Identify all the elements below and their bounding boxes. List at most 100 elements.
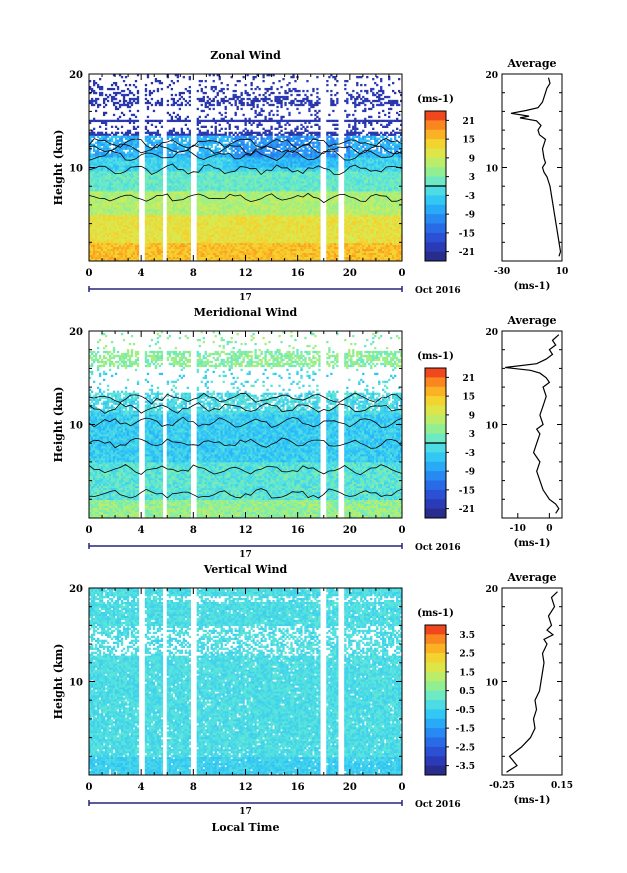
heatmap-cell (121, 225, 123, 227)
heatmap-cell (115, 247, 117, 249)
heatmap-cell (103, 185, 105, 187)
heatmap-cell (111, 245, 113, 247)
heatmap-cell (123, 241, 125, 243)
heatmap-cell (101, 223, 103, 225)
heatmap-cell (111, 126, 113, 128)
heatmap-cell (97, 175, 99, 177)
heatmap-cell (107, 215, 109, 217)
heatmap-cell (99, 195, 101, 197)
heatmap-cell (99, 247, 101, 249)
heatmap-cell (107, 156, 109, 158)
heatmap-cell (107, 146, 109, 148)
heatmap-cell (105, 175, 107, 177)
heatmap-cell (117, 207, 119, 209)
heatmap-cell (127, 88, 129, 90)
heatmap-cell (107, 247, 109, 249)
heatmap-cell (111, 138, 113, 140)
heatmap-cell (97, 207, 99, 209)
heatmap-cell (113, 253, 115, 255)
heatmap-cell (105, 134, 107, 136)
heatmap-cell (127, 191, 129, 193)
heatmap-cell (91, 233, 93, 235)
heatmap-cell (105, 217, 107, 219)
heatmap-cell (101, 211, 103, 213)
heatmap-cell (99, 94, 101, 96)
heatmap-cell (125, 197, 127, 199)
heatmap-cell (129, 152, 131, 154)
heatmap-cell (105, 235, 107, 237)
heatmap-cell (127, 201, 129, 203)
heatmap-cell (93, 183, 95, 185)
heatmap-cell (123, 100, 125, 102)
heatmap-cell (107, 136, 109, 138)
heatmap-cell (109, 195, 111, 197)
heatmap-cell (107, 158, 109, 160)
heatmap-cell (97, 233, 99, 235)
heatmap-cell (95, 257, 97, 259)
heatmap-cell (91, 181, 93, 183)
heatmap-cell (119, 213, 121, 215)
heatmap-cell (125, 134, 127, 136)
heatmap-cell (121, 181, 123, 183)
heatmap-cell (113, 92, 115, 94)
heatmap-cell (95, 255, 97, 257)
heatmap-cell (121, 253, 123, 255)
heatmap-cell (105, 104, 107, 106)
heatmap-cell (123, 148, 125, 150)
heatmap-cell (109, 257, 111, 259)
heatmap-cell (115, 169, 117, 171)
heatmap-cell (109, 191, 111, 193)
heatmap-cell (115, 82, 117, 84)
heatmap-cell (109, 241, 111, 243)
heatmap-cell (99, 162, 101, 164)
heatmap-cell (105, 213, 107, 215)
heatmap-cell (101, 191, 103, 193)
heatmap-cell (119, 207, 121, 209)
heatmap-cell (99, 193, 101, 195)
heatmap-cell (111, 98, 113, 100)
heatmap-cell (109, 164, 111, 166)
heatmap-cell (111, 251, 113, 253)
heatmap-cell (95, 209, 97, 211)
heatmap-cell (121, 201, 123, 203)
heatmap-cell (97, 255, 99, 257)
heatmap-cell (105, 209, 107, 211)
heatmap-cell (107, 221, 109, 223)
heatmap-cell (109, 166, 111, 168)
heatmap-cell (109, 162, 111, 164)
heatmap-cell (107, 255, 109, 257)
heatmap-cell (115, 183, 117, 185)
heatmap-cell (93, 249, 95, 251)
heatmap-cell (125, 247, 127, 249)
heatmap-cell (111, 255, 113, 257)
heatmap-cell (121, 185, 123, 187)
heatmap-cell (103, 241, 105, 243)
heatmap-cell (127, 130, 129, 132)
heatmap-cell (111, 187, 113, 189)
heatmap-cell (107, 213, 109, 215)
heatmap-cell (119, 239, 121, 241)
heatmap-cell (91, 211, 93, 213)
heatmap-cell (95, 221, 97, 223)
heatmap-cell (123, 102, 125, 104)
heatmap-cell (107, 237, 109, 239)
heatmap-cell (119, 201, 121, 203)
heatmap-cell (119, 225, 121, 227)
heatmap-cell (127, 199, 129, 201)
heatmap-cell (107, 183, 109, 185)
heatmap-cell (113, 213, 115, 215)
heatmap-cell (127, 241, 129, 243)
heatmap-cell (113, 88, 115, 90)
heatmap-cell (101, 158, 103, 160)
heatmap-cell (117, 217, 119, 219)
heatmap-cell (103, 112, 105, 114)
heatmap-cell (103, 243, 105, 245)
heatmap-cell (93, 134, 95, 136)
heatmap-cell (123, 237, 125, 239)
heatmap-cell (117, 160, 119, 162)
heatmap-cell (119, 164, 121, 166)
heatmap-cell (107, 195, 109, 197)
heatmap-cell (99, 86, 101, 88)
heatmap-cell (119, 257, 121, 259)
heatmap-cell (99, 207, 101, 209)
